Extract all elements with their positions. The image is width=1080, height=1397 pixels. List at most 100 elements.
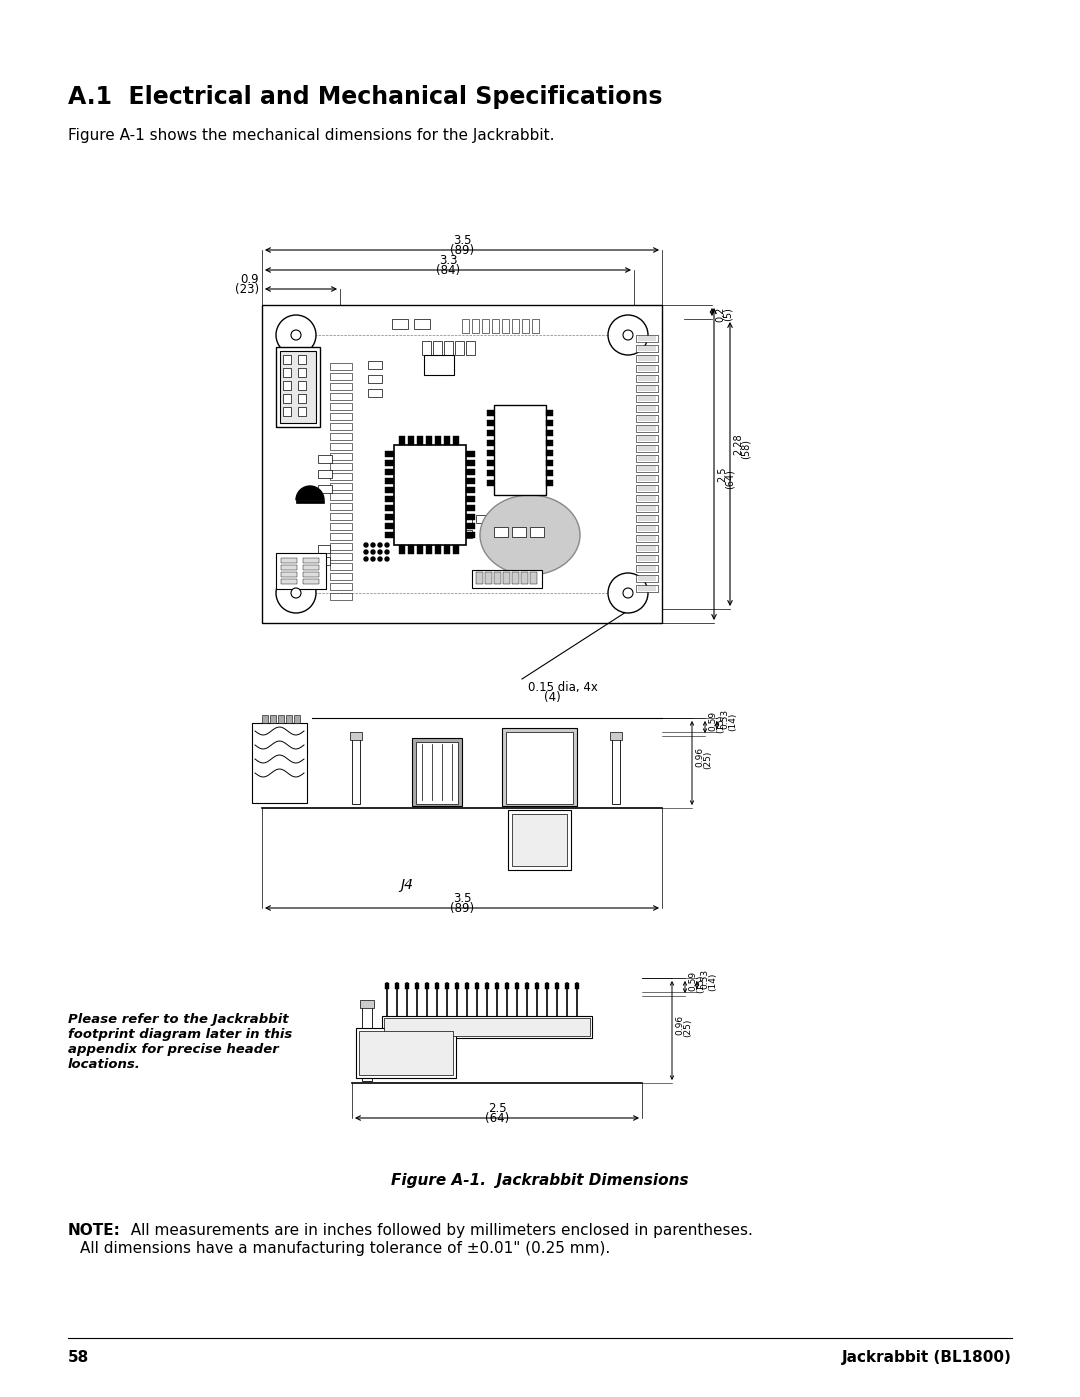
Bar xyxy=(535,983,539,989)
Bar xyxy=(281,571,297,577)
Bar xyxy=(444,436,450,446)
Circle shape xyxy=(384,550,389,555)
Bar xyxy=(330,383,352,390)
Bar xyxy=(638,446,656,451)
Text: (25): (25) xyxy=(683,1018,692,1037)
Bar xyxy=(610,732,622,740)
Bar xyxy=(636,335,658,342)
Ellipse shape xyxy=(480,495,580,576)
Bar xyxy=(638,576,656,581)
Bar xyxy=(417,545,423,555)
Bar xyxy=(262,305,662,623)
Text: (5): (5) xyxy=(723,307,733,321)
Bar xyxy=(487,430,494,436)
Bar xyxy=(303,564,319,570)
Bar xyxy=(612,736,620,805)
Circle shape xyxy=(378,543,382,548)
Bar xyxy=(453,436,459,446)
Bar xyxy=(494,405,546,495)
Text: (25): (25) xyxy=(703,750,712,770)
Bar xyxy=(330,414,352,420)
Bar xyxy=(330,583,352,590)
Bar xyxy=(276,553,326,590)
Bar xyxy=(330,433,352,440)
Bar xyxy=(453,545,459,555)
Bar xyxy=(525,983,529,989)
Bar xyxy=(638,366,656,372)
Bar xyxy=(462,319,469,332)
Text: 0.15 dia, 4x: 0.15 dia, 4x xyxy=(528,680,598,694)
Bar xyxy=(276,346,320,427)
Bar xyxy=(636,405,658,412)
Text: J4: J4 xyxy=(401,877,414,893)
Bar xyxy=(303,557,319,563)
Text: J5: J5 xyxy=(538,821,551,835)
Bar xyxy=(638,566,656,571)
Bar xyxy=(283,367,291,377)
Bar xyxy=(465,451,475,457)
Bar xyxy=(318,469,332,478)
Bar xyxy=(638,527,656,531)
Bar xyxy=(384,451,394,457)
Circle shape xyxy=(378,557,382,562)
Circle shape xyxy=(623,330,633,339)
Circle shape xyxy=(372,550,375,555)
Text: NOTE:: NOTE: xyxy=(68,1222,121,1238)
Circle shape xyxy=(364,550,368,555)
Text: (64): (64) xyxy=(485,1112,509,1125)
Text: Please refer to the Jackrabbit
footprint diagram later in this
appendix for prec: Please refer to the Jackrabbit footprint… xyxy=(68,1013,293,1071)
Bar xyxy=(575,983,579,989)
Bar xyxy=(638,546,656,550)
Text: 2.28: 2.28 xyxy=(733,433,743,455)
Bar xyxy=(638,395,656,401)
Bar xyxy=(546,450,553,455)
Text: (89): (89) xyxy=(450,902,474,915)
Circle shape xyxy=(384,543,389,548)
Bar xyxy=(546,469,553,476)
Bar xyxy=(384,983,389,989)
Text: (14): (14) xyxy=(708,972,717,992)
Bar xyxy=(485,571,492,584)
Bar xyxy=(408,545,414,555)
Bar xyxy=(283,407,291,416)
Bar xyxy=(384,460,394,467)
Text: 0.59: 0.59 xyxy=(708,711,717,731)
Text: 0.59: 0.59 xyxy=(688,971,697,990)
Bar xyxy=(458,515,472,522)
Bar xyxy=(360,1000,374,1009)
Bar xyxy=(318,485,332,493)
Bar xyxy=(465,504,475,511)
Bar xyxy=(444,545,450,555)
Text: (23): (23) xyxy=(234,284,259,296)
Bar xyxy=(502,319,509,332)
Bar xyxy=(298,381,306,390)
Bar xyxy=(636,374,658,381)
Bar xyxy=(512,814,567,866)
Bar xyxy=(487,460,494,467)
Bar xyxy=(505,983,509,989)
Bar xyxy=(359,1031,453,1076)
Bar xyxy=(465,469,475,475)
Bar xyxy=(636,504,658,511)
Bar xyxy=(638,337,656,341)
Text: (58): (58) xyxy=(741,439,751,460)
Bar xyxy=(330,513,352,520)
Bar xyxy=(465,460,475,467)
Bar xyxy=(330,543,352,550)
Bar xyxy=(318,545,330,553)
Bar xyxy=(638,506,656,511)
Bar xyxy=(384,488,394,493)
Wedge shape xyxy=(296,486,324,500)
Bar xyxy=(532,319,539,332)
Circle shape xyxy=(364,557,368,562)
Text: 0.53: 0.53 xyxy=(720,708,729,729)
Bar xyxy=(330,493,352,500)
Text: 0.2: 0.2 xyxy=(715,307,725,323)
Bar xyxy=(638,536,656,541)
Bar xyxy=(636,475,658,482)
Text: (89): (89) xyxy=(450,244,474,257)
Bar xyxy=(435,545,441,555)
Bar xyxy=(482,319,489,332)
Bar xyxy=(465,488,475,493)
Bar xyxy=(352,736,360,805)
